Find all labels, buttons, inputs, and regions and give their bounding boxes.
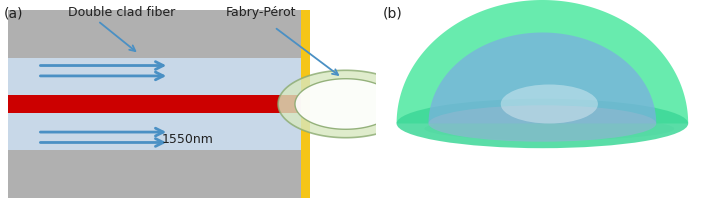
- Text: (a): (a): [4, 6, 23, 20]
- Polygon shape: [396, 0, 688, 124]
- Bar: [8, 58, 301, 95]
- Ellipse shape: [501, 84, 598, 124]
- Text: Fabry-Pérot: Fabry-Pérot: [225, 6, 296, 19]
- Ellipse shape: [425, 117, 674, 140]
- Text: 1550nm: 1550nm: [162, 133, 214, 146]
- Bar: [8, 95, 301, 113]
- Bar: [8, 150, 301, 198]
- Polygon shape: [428, 32, 657, 124]
- Ellipse shape: [428, 105, 657, 142]
- Text: Double clad fiber: Double clad fiber: [67, 6, 175, 19]
- Ellipse shape: [396, 99, 688, 148]
- Bar: [8, 10, 301, 58]
- Polygon shape: [295, 79, 396, 129]
- Polygon shape: [278, 70, 413, 138]
- Text: (b): (b): [383, 6, 403, 21]
- Bar: [8, 113, 301, 150]
- Bar: [301, 10, 310, 198]
